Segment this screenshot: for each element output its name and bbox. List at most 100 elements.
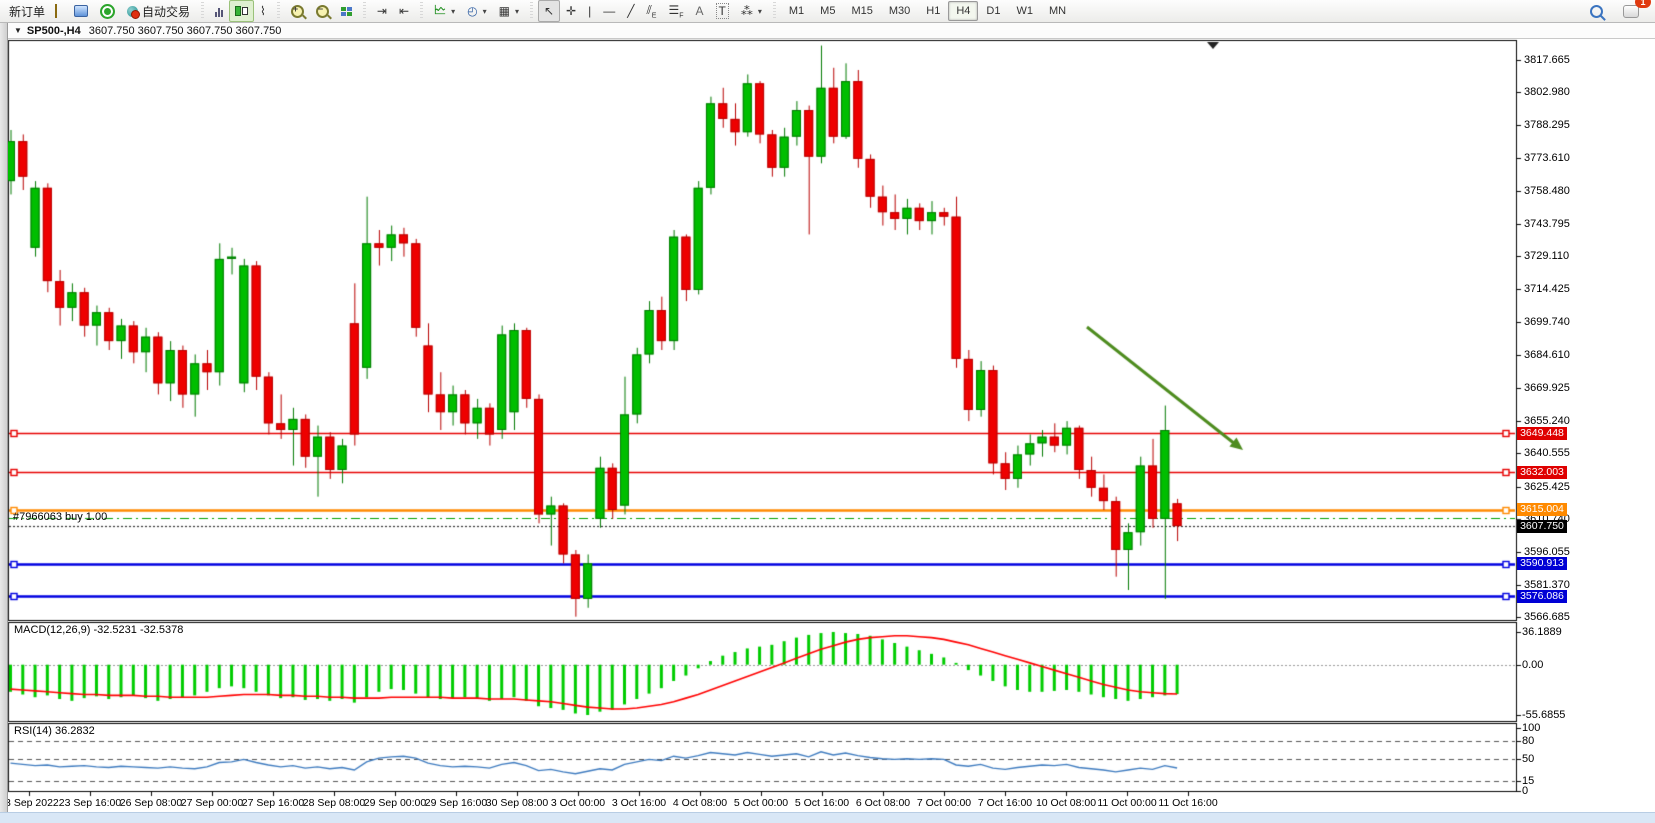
time-tick-label: 26 Sep 08:00 — [119, 797, 183, 809]
timeframe-button-m1[interactable]: M1 — [788, 5, 805, 17]
new-order-button[interactable]: 新订单 — [3, 0, 68, 22]
search-icon — [1590, 4, 1603, 18]
timeframe-button-d1[interactable]: D1 — [986, 5, 1001, 17]
window-left-edge[interactable] — [0, 23, 8, 812]
rsi-label: RSI(14) 36.2832 — [14, 725, 95, 737]
price-tick-label: 3699.740 — [1524, 315, 1570, 328]
macd-tick-label: 0.00 — [1522, 658, 1544, 671]
timeframe-button-m5[interactable]: M5 — [820, 5, 836, 17]
auto-scroll-icon: ⇥ — [376, 4, 387, 18]
crosshair-tool-button[interactable]: ✛ — [560, 0, 582, 22]
trendline-button[interactable]: ╱ — [621, 0, 640, 22]
price-tick-label: 3596.055 — [1524, 546, 1570, 559]
shapes-icon: ⁂ — [740, 4, 753, 18]
price-line-badge: 3649.448 — [1517, 426, 1567, 440]
vertical-line-button[interactable]: | — [582, 0, 597, 22]
zoom-out-icon: − — [315, 4, 329, 18]
timeframe-button-m30[interactable]: M30 — [888, 5, 911, 17]
status-strip — [0, 812, 1655, 823]
horizontal-line-button[interactable]: — — [597, 0, 621, 22]
price-line-badge: 3590.913 — [1517, 557, 1567, 571]
price-tick-label: 3817.665 — [1524, 53, 1570, 66]
time-tick-label: 27 Sep 16:00 — [241, 797, 305, 809]
candlestick-chart-icon — [235, 5, 249, 17]
price-tick-label: 3684.610 — [1524, 349, 1570, 362]
zoom-out-button[interactable]: − — [310, 0, 335, 22]
chart-shift-icon: ⇤ — [398, 4, 410, 18]
toolbar-separator — [362, 2, 366, 20]
rsi-tick-label: 100 — [1522, 722, 1541, 734]
terminal-button[interactable] — [68, 0, 94, 22]
macd-label: MACD(12,26,9) -32.5231 -32.5378 — [14, 624, 184, 636]
indicators-button[interactable]: 🗠 ▾ — [428, 0, 461, 22]
timeframe-button-mn[interactable]: MN — [1048, 5, 1067, 17]
chart-shift-button[interactable]: ⇤ — [393, 0, 415, 22]
chart-titlebar[interactable]: ▼ SP500-,H4 3607.750 3607.750 3607.750 3… — [8, 23, 1655, 39]
arrows-button[interactable]: ⁂ ▾ — [740, 4, 762, 18]
price-line-badge: 3615.004 — [1517, 503, 1567, 517]
text-button[interactable]: A — [690, 0, 710, 22]
trendline-icon: ╱ — [627, 4, 635, 18]
time-tick-label: 5 Oct 00:00 — [733, 797, 789, 809]
time-tick-label: 29 Sep 16:00 — [424, 797, 488, 809]
open-order-label: #7966063 buy 1.00 — [13, 511, 108, 523]
channel-button[interactable]: ⫽E — [640, 0, 662, 22]
timeframe-button-h1[interactable]: H1 — [926, 5, 941, 17]
price-tick-label: 3788.295 — [1524, 118, 1570, 131]
candlestick-chart-button[interactable] — [229, 0, 255, 22]
label-icon: T — [715, 3, 729, 19]
rsi-tick-label: 15 — [1522, 775, 1535, 788]
toolbar-separator — [276, 2, 280, 20]
templates-button[interactable]: ▦ ▾ — [498, 4, 519, 18]
bar-chart-button[interactable] — [209, 0, 229, 22]
price-tick-label: 3802.980 — [1524, 86, 1570, 99]
price-tick-label: 3773.610 — [1524, 151, 1570, 164]
time-tick-label: 10 Oct 08:00 — [1035, 797, 1097, 809]
crosshair-icon: ✛ — [566, 4, 577, 18]
zoom-in-icon: + — [290, 4, 304, 18]
text-label-button[interactable]: T — [710, 0, 735, 22]
fibonacci-button[interactable]: ☰F — [662, 0, 689, 22]
price-tick-label: 3714.425 — [1524, 283, 1570, 296]
horizontal-line-icon: — — [603, 4, 616, 18]
channel-icon: ⫽E — [646, 2, 657, 20]
search-button[interactable] — [1584, 0, 1609, 22]
time-tick-label: 7 Oct 00:00 — [916, 797, 972, 809]
chart-symbol: SP500-,H4 — [26, 24, 81, 37]
signals-button[interactable] — [94, 0, 121, 22]
time-tick-label: 29 Sep 00:00 — [363, 797, 427, 809]
auto-scroll-button[interactable]: ⇥ — [371, 0, 393, 22]
price-tick-label: 3655.240 — [1524, 414, 1570, 427]
chart-dropdown-icon[interactable]: ▼ — [14, 26, 22, 35]
autotrade-globe-icon — [127, 5, 141, 19]
notifications-button[interactable]: 1 — [1617, 0, 1651, 22]
time-tick-label: 11 Oct 16:00 — [1158, 797, 1218, 809]
price-line-badge: 3576.086 — [1517, 589, 1567, 603]
price-tick-label: 3581.370 — [1524, 578, 1570, 591]
price-tick-label: 3729.110 — [1524, 250, 1570, 263]
timeframe-button-h4[interactable]: H4 — [948, 1, 979, 21]
time-tick-label: 6 Oct 08:00 — [855, 797, 911, 809]
terminal-icon — [74, 5, 89, 17]
toolbar-separator — [772, 2, 776, 20]
bar-chart-icon — [215, 6, 224, 17]
rsi-tick-label: 80 — [1522, 734, 1535, 747]
line-chart-button[interactable]: ⌇ — [254, 0, 272, 22]
tile-windows-button[interactable] — [335, 0, 358, 22]
toolbar-separator — [420, 2, 424, 20]
periods-button[interactable]: ◴ ▾ — [467, 4, 487, 18]
cursor-tool-button[interactable]: ↖ — [537, 0, 561, 22]
toolbar-separator — [529, 2, 533, 20]
autotrade-button[interactable]: 自动交易 — [121, 0, 196, 22]
vertical-line-icon: | — [588, 4, 592, 18]
price-tick-label: 3743.795 — [1524, 217, 1570, 230]
macd-tick-label: 36.1889 — [1522, 626, 1562, 638]
chat-icon — [1623, 4, 1639, 18]
time-tick-label: 5 Oct 16:00 — [794, 797, 850, 809]
timeframe-button-w1[interactable]: W1 — [1016, 5, 1033, 17]
timeframe-button-m15[interactable]: M15 — [851, 5, 873, 17]
timeframe-group: M1 M5 M15 M30 H1 H4 D1 W1 MN — [778, 0, 1077, 22]
zoom-in-button[interactable]: + — [285, 0, 310, 22]
